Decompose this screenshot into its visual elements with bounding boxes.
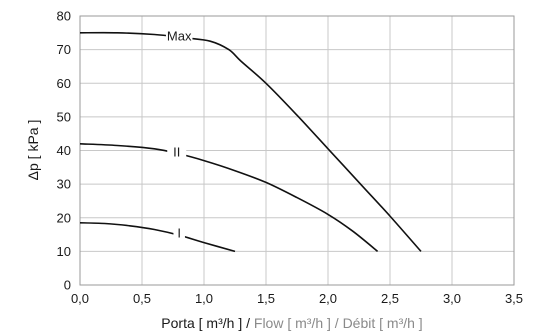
x-axis-title-part: Porta [ m³/h ] bbox=[161, 315, 242, 331]
curve-label-background bbox=[165, 28, 193, 44]
x-tick-label: 3,0 bbox=[443, 291, 461, 306]
y-tick-label: 10 bbox=[57, 244, 71, 259]
y-tick-labels: 0 10 20 30 40 50 60 70 80 bbox=[57, 9, 71, 293]
grid bbox=[79, 15, 515, 286]
x-tick-labels: 0,0 0,5 1,0 1,5 2,0 2,5 3,0 3,5 bbox=[71, 291, 523, 306]
curve-ii bbox=[79, 143, 379, 253]
y-axis-title: Δp [ kPa ] bbox=[25, 120, 41, 181]
x-tick-label: 1,5 bbox=[257, 291, 275, 306]
y-tick-label: 20 bbox=[57, 210, 71, 225]
curve-label-ii: II bbox=[173, 145, 180, 160]
y-tick-label: 40 bbox=[57, 143, 71, 158]
y-tick-label: 30 bbox=[57, 177, 71, 192]
x-tick-label: 1,0 bbox=[195, 291, 213, 306]
x-tick-label: 3,5 bbox=[505, 291, 523, 306]
curve-label-max: Max bbox=[167, 29, 192, 44]
x-axis-title: Porta [ m³/h ] / Flow [ m³/h ] / Débit [… bbox=[161, 315, 422, 331]
x-axis-title-part: Flow [ m³/h ] / Débit [ m³/h ] bbox=[254, 315, 423, 331]
curve-i bbox=[79, 222, 236, 253]
y-tick-label: 50 bbox=[57, 109, 71, 124]
plot-frame bbox=[79, 15, 515, 286]
x-tick-label: 2,5 bbox=[381, 291, 399, 306]
curve-label-i: I bbox=[177, 225, 181, 240]
x-axis-title-part: / bbox=[242, 315, 254, 331]
curve-label-background bbox=[167, 144, 187, 160]
x-tick-label: 0,5 bbox=[133, 291, 151, 306]
y-tick-label: 70 bbox=[57, 42, 71, 57]
x-tick-label: 0,0 bbox=[71, 291, 89, 306]
y-tick-label: 0 bbox=[64, 278, 71, 293]
y-tick-label: 80 bbox=[57, 9, 71, 24]
y-tick-label: 60 bbox=[57, 76, 71, 91]
curve-label-background bbox=[173, 224, 185, 240]
x-tick-label: 2,0 bbox=[319, 291, 337, 306]
curve-max bbox=[79, 31, 422, 252]
